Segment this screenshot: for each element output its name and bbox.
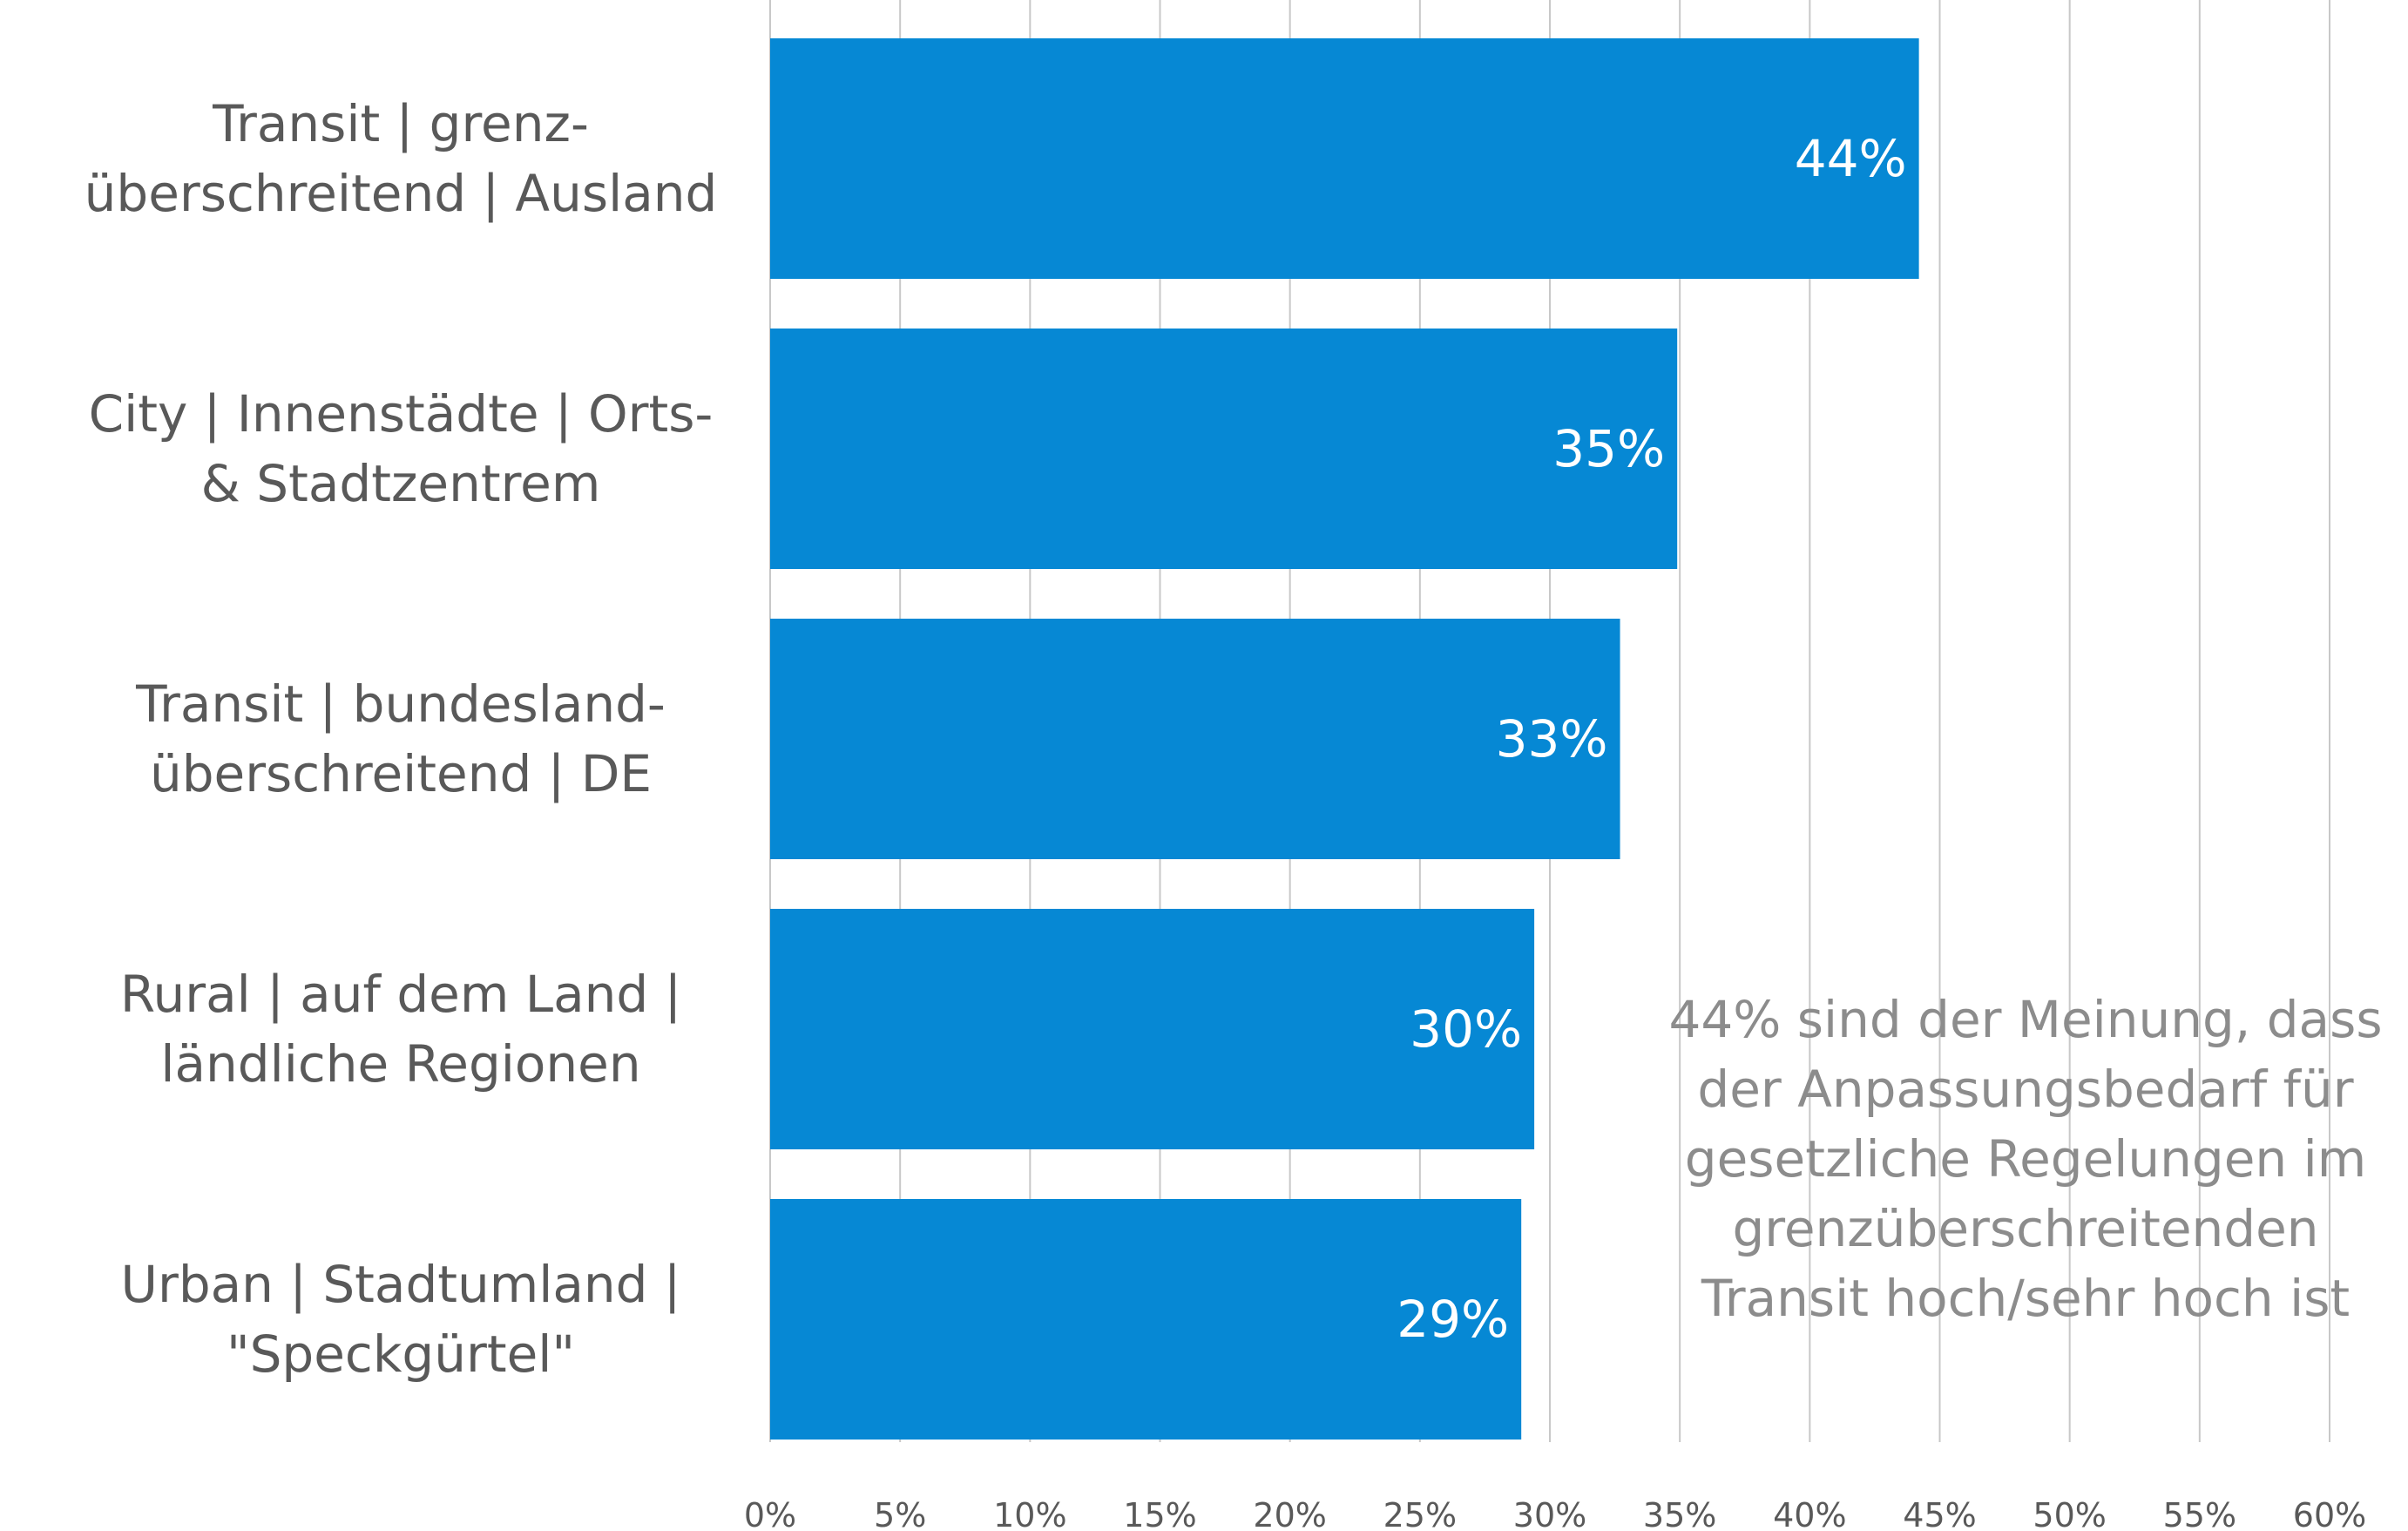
x-tick-label: 5% [874, 1496, 926, 1531]
category-label: überschreitend | DE [150, 744, 652, 803]
category-label: Transit | bundesland- [135, 674, 666, 734]
category-label: Transit | grenz- [212, 94, 589, 153]
bar [770, 1199, 1522, 1440]
data-label: 33% [1496, 709, 1608, 769]
data-label: 35% [1552, 419, 1665, 478]
data-label: 44% [1795, 129, 1907, 188]
category-labels: Transit | grenz-überschreitend | Ausland… [85, 94, 718, 1384]
x-tick-label: 20% [1253, 1496, 1326, 1531]
x-tick-label: 25% [1383, 1496, 1457, 1531]
x-tick-label: 30% [1513, 1496, 1586, 1531]
annotation-line: grenzüberschreitenden [1732, 1199, 2319, 1258]
annotation-text: 44% sind der Meinung, dass der Anpassung… [1642, 985, 2408, 1333]
x-axis-tick-labels: 0% 5% 10% 15% 20% 25% 30% 35% 40% 45% 50% 55% 60% [744, 1496, 2366, 1531]
annotation-line: 44% sind der Meinung, dass [1668, 990, 2383, 1049]
x-tick-label: 55% [2163, 1496, 2236, 1531]
annotation-line: gesetzliche Regelungen im [1684, 1129, 2367, 1189]
category-label: Urban | Stadtumland | [121, 1255, 681, 1314]
category-label: "Speckgürtel" [227, 1324, 575, 1384]
x-tick-label: 50% [2033, 1496, 2106, 1531]
x-tick-label: 35% [1643, 1496, 1716, 1531]
bar [770, 909, 1535, 1149]
category-label: City | Innenstädte | Orts- [89, 384, 714, 444]
x-tick-label: 10% [993, 1496, 1066, 1531]
bar [770, 329, 1678, 569]
x-tick-label: 60% [2293, 1496, 2366, 1531]
bar [770, 38, 1919, 279]
category-label: ländliche Regionen [160, 1034, 640, 1094]
x-tick-label: 40% [1773, 1496, 1846, 1531]
bars: 44% 35% 33% 30% 29% [770, 38, 1919, 1440]
x-tick-label: 0% [744, 1496, 796, 1531]
x-tick-label: 15% [1123, 1496, 1196, 1531]
data-label: 30% [1410, 999, 1522, 1059]
data-label: 29% [1397, 1290, 1509, 1349]
bar [770, 619, 1620, 859]
category-label: überschreitend | Ausland [85, 164, 718, 223]
x-tick-label: 45% [1903, 1496, 1976, 1531]
category-label: Rural | auf dem Land | [120, 965, 681, 1024]
annotation-line: Transit hoch/sehr hoch ist [1701, 1269, 2351, 1328]
annotation-line: der Anpassungsbedarf für [1697, 1060, 2354, 1119]
category-label: & Stadtzentrem [201, 454, 601, 513]
